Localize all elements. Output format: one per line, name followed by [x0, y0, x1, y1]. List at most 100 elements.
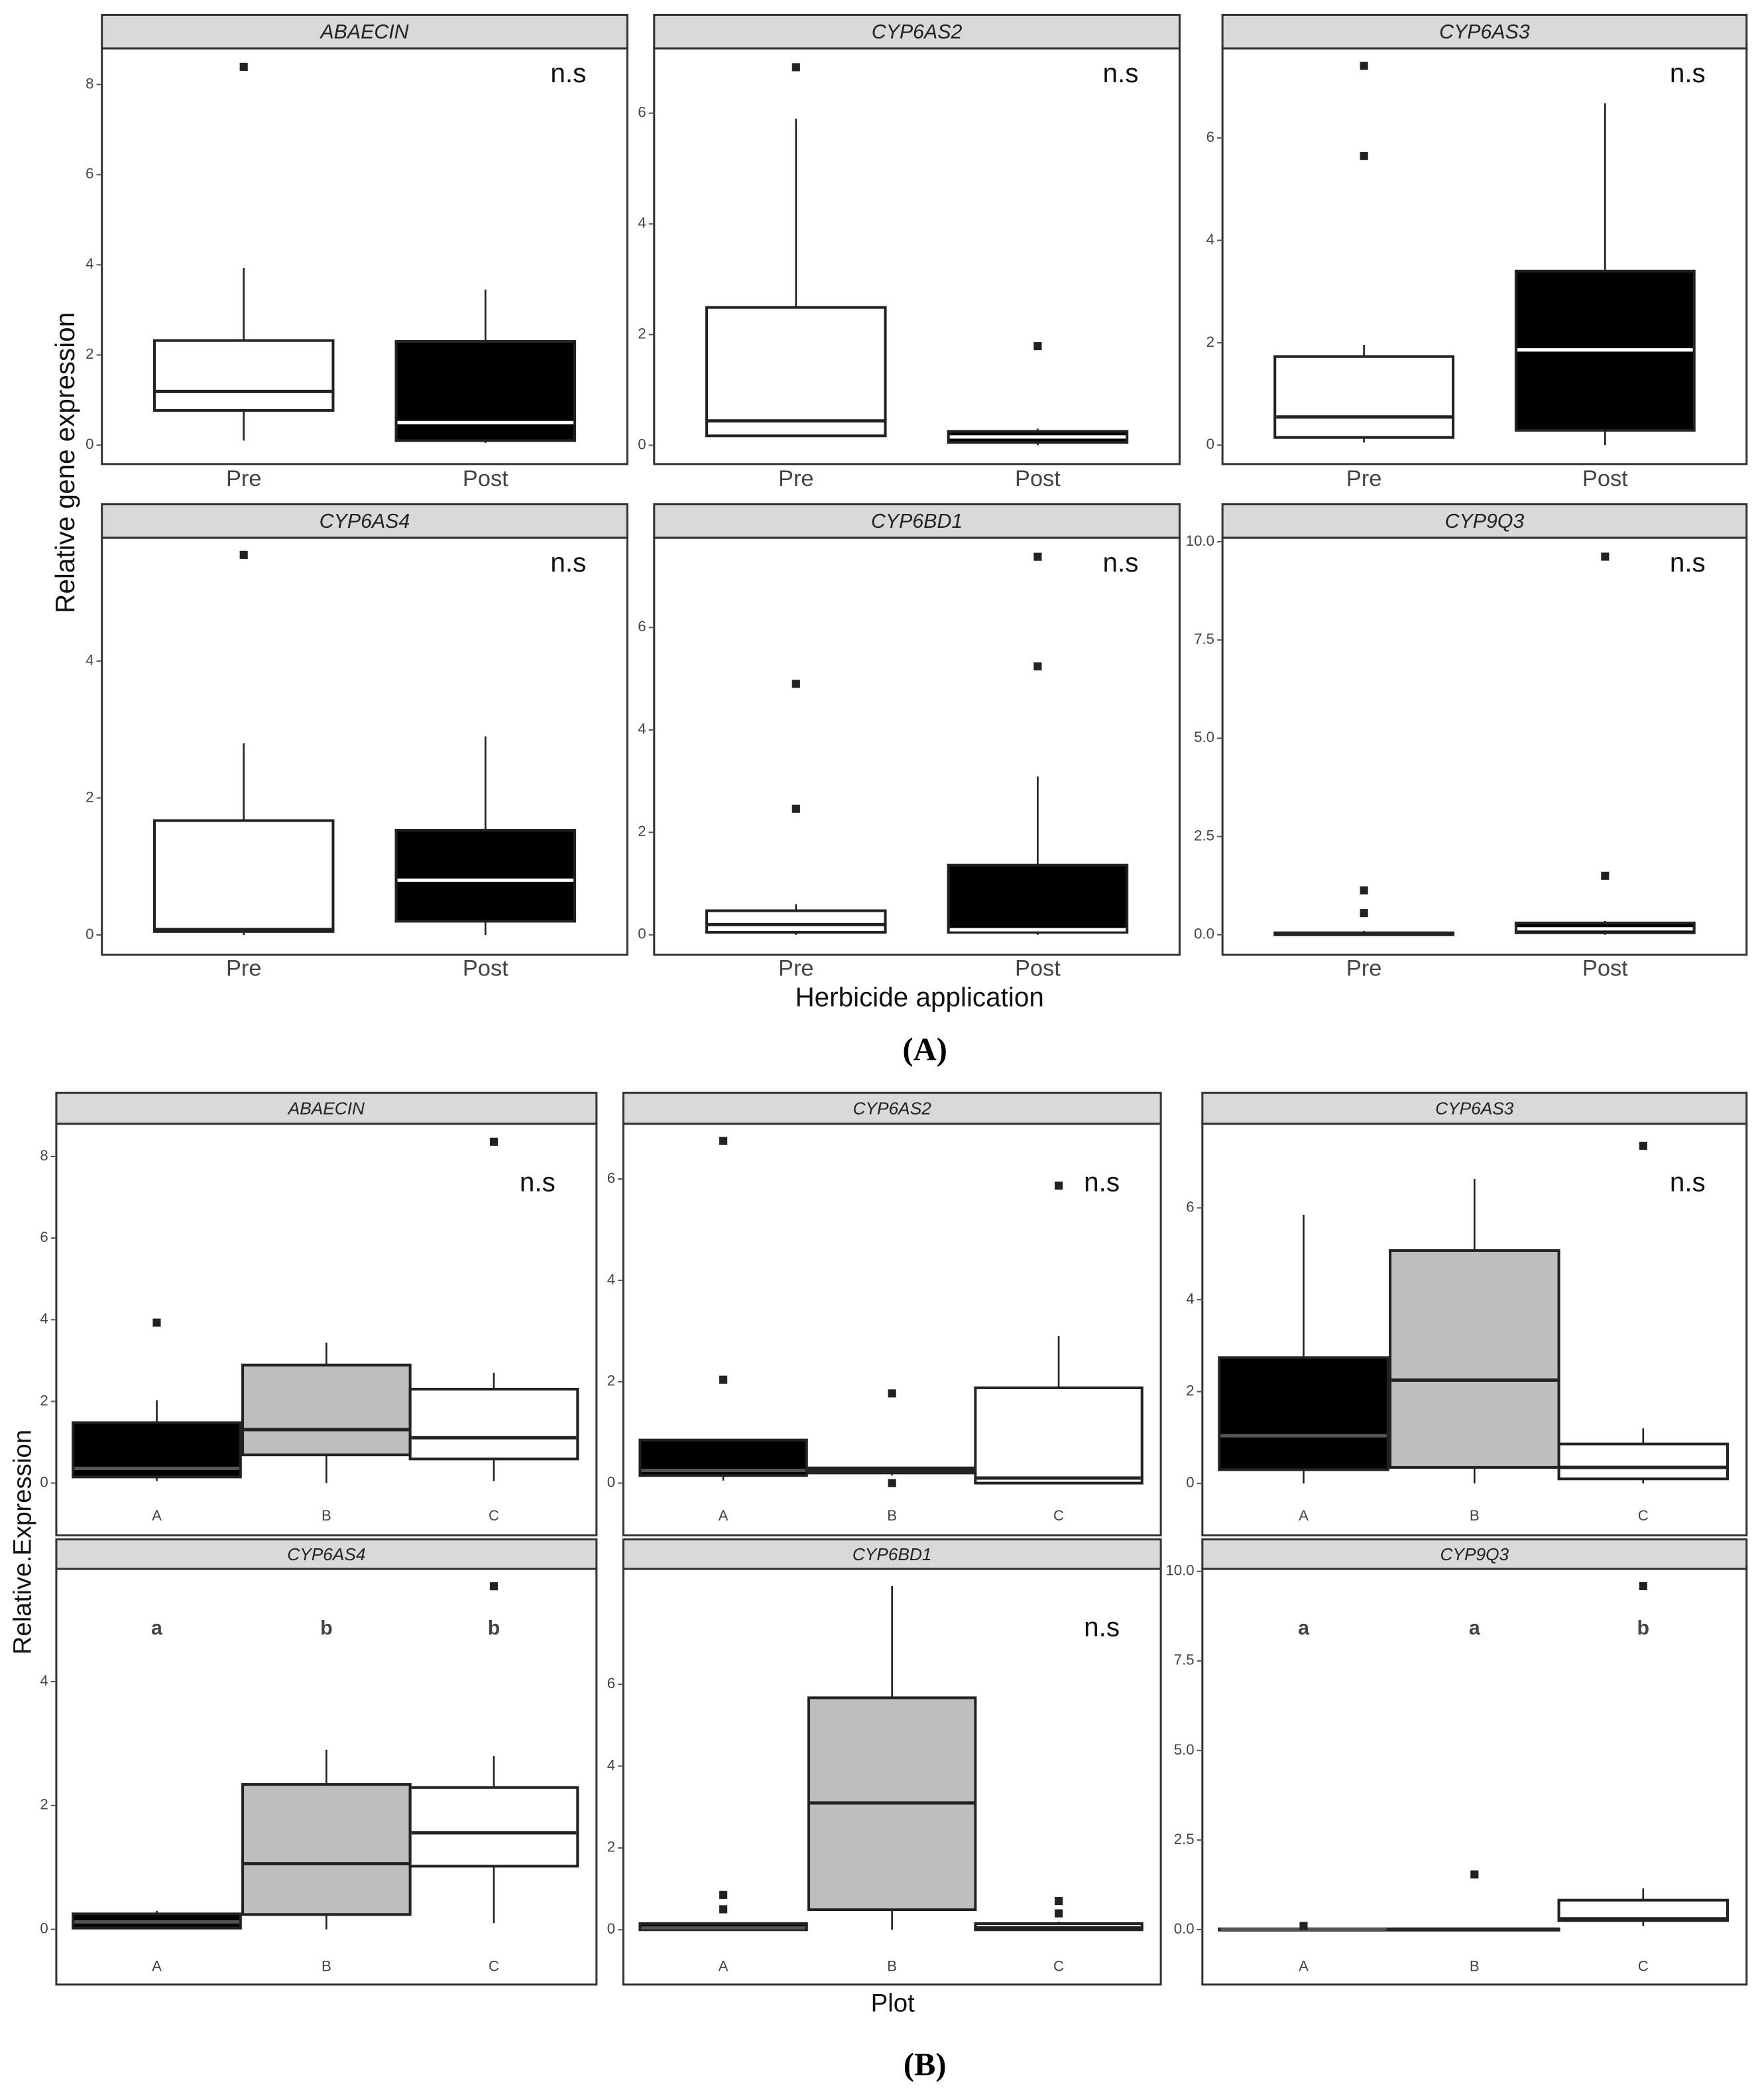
- y-tick-label: 6: [607, 1675, 615, 1692]
- annotation: n.s: [1084, 1612, 1120, 1642]
- x-tick-label: Pre: [226, 956, 261, 981]
- x-tick-label: C: [1638, 1507, 1649, 1524]
- box: [241, 1363, 412, 1457]
- strip: [1221, 13, 1748, 50]
- box: [1389, 1249, 1560, 1469]
- outlier: [1360, 152, 1368, 160]
- box: [241, 1783, 412, 1916]
- panel-title: CYP6AS2: [872, 21, 963, 43]
- outlier: [1054, 1909, 1063, 1918]
- x-tick-label: B: [887, 1957, 897, 1974]
- x-axis-label: Plot: [871, 1989, 915, 2017]
- y-tick-label: 2: [638, 823, 646, 839]
- y-tick-label: 8: [86, 75, 93, 92]
- y-tick-label: 2: [1206, 334, 1214, 350]
- outlier: [152, 1318, 161, 1327]
- annotation: n.s: [1670, 1166, 1706, 1197]
- y-tick-label: 0: [638, 926, 646, 942]
- box: [152, 819, 335, 933]
- y-tick-label: 4: [40, 1310, 48, 1327]
- panel-frame: [101, 536, 628, 956]
- panel-title: CYP6BD1: [852, 1544, 932, 1564]
- y-tick-label: 4: [86, 652, 93, 668]
- panel-label: (A): [903, 1032, 947, 1068]
- panel-title: CYP6AS4: [320, 511, 410, 532]
- outlier: [1033, 552, 1042, 561]
- x-tick-label: Post: [1015, 956, 1061, 981]
- outlier: [1054, 1181, 1063, 1190]
- y-tick-label: 2.5: [1194, 827, 1214, 843]
- box: [974, 1386, 1144, 1485]
- box: [1218, 1356, 1389, 1471]
- strip: [622, 1538, 1162, 1570]
- box: [1273, 355, 1455, 439]
- outlier: [719, 1137, 728, 1145]
- panel-frame: [101, 47, 628, 465]
- x-tick-label: Pre: [778, 466, 813, 491]
- y-tick-label: 2: [40, 1392, 48, 1408]
- outlier: [1470, 1870, 1479, 1879]
- box: [394, 828, 577, 923]
- y-tick-label: 6: [638, 104, 646, 121]
- strip: [101, 13, 628, 50]
- panel-frame: [653, 536, 1181, 956]
- y-tick-label: 4: [1206, 231, 1214, 247]
- annotation: n.s: [550, 58, 586, 88]
- x-tick-label: C: [489, 1957, 499, 1974]
- x-tick-label: Pre: [1346, 956, 1381, 981]
- panel-frame: [1201, 1568, 1748, 1986]
- panel-frame: [622, 1568, 1162, 1986]
- x-tick-label: A: [719, 1507, 729, 1524]
- y-tick-label: 0: [40, 1473, 48, 1490]
- outlier: [792, 804, 800, 813]
- y-tick-label: 2: [86, 345, 93, 362]
- y-axis-label: Relative gene expression: [50, 312, 80, 613]
- panel-title: CYP6AS3: [1435, 1098, 1514, 1118]
- x-tick-label: A: [719, 1957, 729, 1974]
- y-tick-label: 6: [40, 1229, 48, 1245]
- strip: [1201, 1538, 1748, 1570]
- x-tick-label: B: [1470, 1957, 1480, 1974]
- y-tick-label: 2: [86, 788, 93, 805]
- y-tick-label: 6: [86, 165, 93, 182]
- outlier: [1639, 1141, 1647, 1150]
- x-tick-label: C: [1053, 1957, 1064, 1974]
- outlier: [489, 1582, 499, 1591]
- y-tick-label: 2: [607, 1373, 615, 1389]
- y-tick-label: 5.0: [1194, 729, 1214, 745]
- panel-title: CYP6AS2: [853, 1098, 932, 1118]
- outlier: [888, 1389, 896, 1398]
- y-tick-label: 0: [86, 436, 93, 452]
- x-tick-label: Pre: [1346, 466, 1381, 491]
- outlier: [1360, 909, 1368, 918]
- y-tick-label: 0: [40, 1920, 48, 1937]
- x-tick-label: Post: [1582, 956, 1628, 981]
- outlier: [792, 680, 800, 688]
- y-axis-label: Relative.Expression: [9, 1430, 37, 1654]
- strip: [653, 13, 1181, 50]
- y-tick-label: 6: [1206, 129, 1214, 145]
- annotation: n.s: [550, 547, 586, 578]
- x-tick-label: B: [322, 1957, 331, 1974]
- significance-letter: b: [1637, 1617, 1650, 1639]
- x-tick-label: C: [489, 1507, 499, 1524]
- y-tick-label: 0: [607, 1920, 615, 1937]
- outlier: [1360, 886, 1368, 895]
- x-axis-label: Herbicide application: [795, 981, 1043, 1012]
- outlier: [1601, 871, 1610, 880]
- y-tick-label: 0: [1206, 436, 1214, 452]
- y-tick-label: 0.0: [1174, 1920, 1195, 1937]
- box: [1557, 1442, 1730, 1481]
- panel-frame: [1221, 536, 1748, 956]
- y-tick-label: 0.0: [1194, 926, 1214, 942]
- y-tick-label: 4: [86, 255, 93, 272]
- y-tick-label: 5.0: [1174, 1741, 1195, 1758]
- panel-frame: [622, 1123, 1162, 1537]
- y-tick-label: 2: [40, 1796, 48, 1813]
- y-tick-label: 2.5: [1174, 1831, 1195, 1847]
- annotation: n.s: [1084, 1166, 1120, 1197]
- y-tick-label: 0: [607, 1474, 615, 1491]
- x-tick-label: Post: [1582, 466, 1628, 491]
- panel-frame: [1201, 1123, 1748, 1537]
